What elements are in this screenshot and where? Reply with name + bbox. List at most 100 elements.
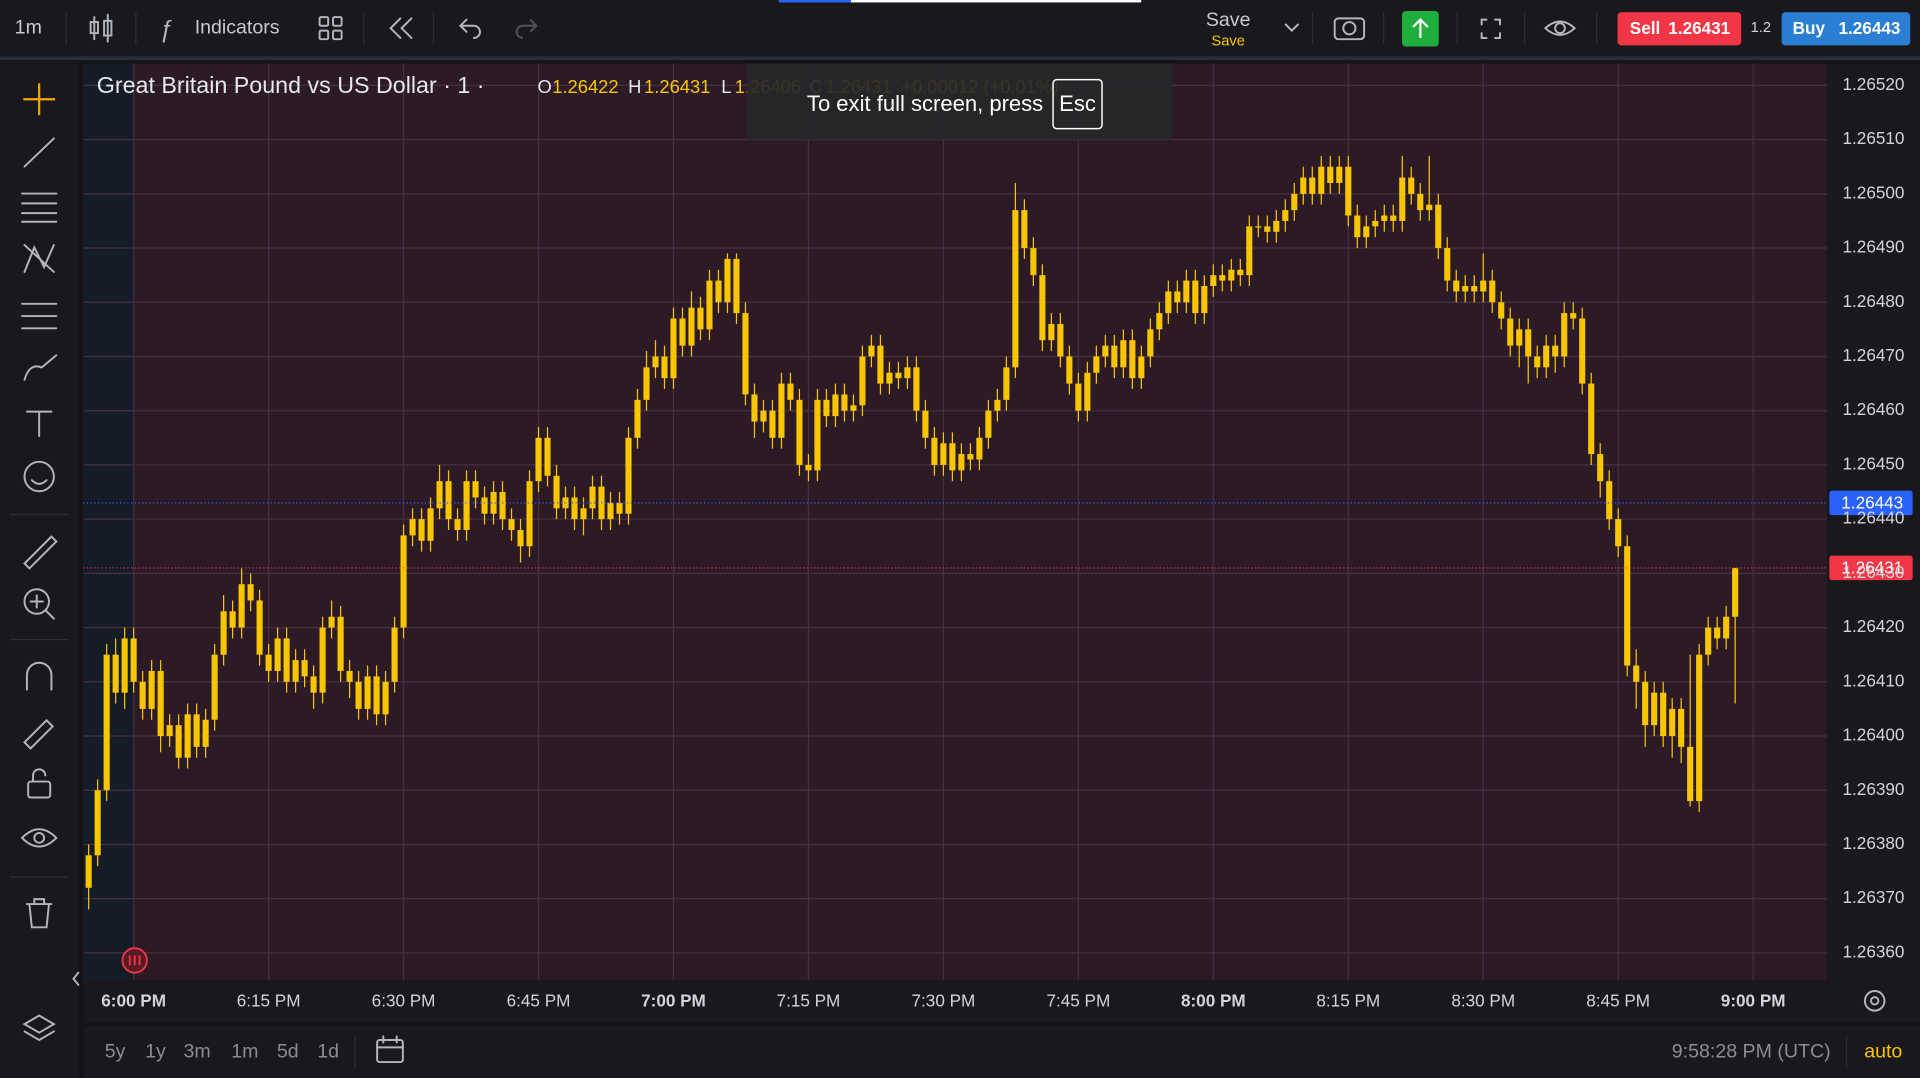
candle-body (418, 519, 425, 541)
object-tree[interactable] (22, 1014, 56, 1042)
candle-body (1390, 215, 1397, 221)
candle-body (364, 676, 371, 709)
brush-tool[interactable] (23, 354, 58, 381)
goto-date-icon[interactable] (376, 1035, 404, 1064)
candle-body (1237, 269, 1244, 276)
range-button[interactable]: 5d (277, 1040, 299, 1062)
x-tick-label: 7:00 PM (641, 991, 706, 1011)
range-button[interactable]: 5y (105, 1040, 126, 1062)
hide-tool[interactable] (20, 828, 58, 848)
candle-body (1336, 166, 1343, 183)
candle-body (571, 497, 578, 520)
replay-icon[interactable] (389, 17, 413, 39)
candle-body (589, 486, 596, 509)
candle-body (652, 356, 659, 368)
crosshair-tool[interactable] (23, 83, 56, 116)
candle-body (544, 437, 551, 476)
fullscreen-icon[interactable] (1480, 18, 1501, 39)
x-tick-label: 6:00 PM (101, 991, 166, 1011)
ruler-tool[interactable] (23, 535, 58, 570)
candle-body (1075, 383, 1082, 411)
zoom-tool[interactable] (23, 588, 55, 620)
candle-body (1444, 248, 1451, 281)
save-dropdown[interactable] (1284, 23, 1299, 33)
legend-h: H (628, 76, 641, 97)
y-tick-label: 1.26510 (1843, 128, 1905, 148)
sell-label: Sell (1630, 18, 1660, 38)
candle-body (1417, 193, 1424, 211)
y-tick-label: 1.26500 (1843, 182, 1905, 202)
candle-body (913, 367, 920, 411)
candle-body (1471, 285, 1478, 292)
candle-body (328, 616, 335, 628)
candle-body (184, 714, 191, 758)
range-button[interactable]: 1d (317, 1040, 339, 1062)
candle-body (832, 394, 839, 417)
candle-body (445, 481, 452, 520)
settings-icon[interactable] (1863, 990, 1886, 1012)
interval-button[interactable]: 1m (15, 16, 42, 38)
candle-body (1174, 291, 1181, 303)
candle-body (1129, 340, 1136, 379)
fib-tool[interactable] (21, 192, 58, 223)
range-button[interactable]: 3m (184, 1040, 211, 1062)
x-tick-label: 8:00 PM (1181, 991, 1246, 1011)
candle-body (1282, 210, 1289, 221)
y-tick-label: 1.26490 (1843, 237, 1905, 257)
save-button[interactable]: Save (1206, 9, 1251, 31)
y-tick-label: 1.26410 (1843, 670, 1905, 690)
x-tick-label: 6:45 PM (507, 991, 571, 1011)
candle-body (643, 367, 650, 400)
y-tick-label: 1.26460 (1843, 399, 1905, 419)
camera-icon[interactable] (1333, 17, 1366, 41)
y-tick-label: 1.26360 (1843, 941, 1905, 961)
chart-type-icon[interactable] (89, 13, 113, 43)
sell-button[interactable] (1617, 12, 1742, 46)
candle-body (1462, 285, 1469, 292)
collapse-toolbar[interactable] (72, 971, 80, 986)
eye-icon[interactable] (1543, 20, 1577, 36)
notice-text: To exit full screen, press (807, 91, 1043, 116)
candle-body (553, 475, 560, 509)
candle-body (1399, 177, 1406, 221)
y-tick-label: 1.26480 (1843, 291, 1905, 311)
range-button[interactable]: 1m (231, 1040, 258, 1062)
indicators-button[interactable]: Indicators (195, 16, 280, 38)
candle-body (1489, 280, 1496, 303)
x-tick-label: 8:15 PM (1316, 991, 1380, 1011)
candle-body (1093, 356, 1100, 373)
candle-body (409, 519, 416, 536)
candle-body (1651, 692, 1658, 726)
candle-body (922, 410, 929, 438)
magnet-tool[interactable] (25, 661, 53, 691)
trendline-tool[interactable] (23, 137, 55, 168)
candle-body (1615, 519, 1622, 547)
x-tick-label: 7:30 PM (912, 991, 976, 1011)
layout-icon[interactable] (318, 16, 343, 41)
candle-body (1228, 269, 1235, 281)
fx-icon[interactable]: ƒ (159, 16, 173, 43)
text-tool[interactable] (25, 410, 53, 438)
candle-body (274, 638, 281, 671)
auto-scale[interactable]: auto (1864, 1040, 1902, 1062)
candle-body (1480, 280, 1487, 292)
candle-body (1111, 345, 1118, 368)
prediction-tool[interactable] (21, 302, 58, 330)
candle-body (499, 492, 506, 520)
candle-body (1534, 356, 1541, 368)
lock-tool[interactable] (27, 768, 52, 799)
y-tick-label: 1.26430 (1843, 562, 1905, 582)
candle-body (382, 681, 389, 715)
stay-drawing-tool[interactable] (23, 718, 55, 750)
undo-icon[interactable] (459, 18, 481, 39)
delete-tool[interactable] (25, 898, 53, 929)
pattern-tool[interactable] (23, 244, 55, 273)
buy-button[interactable] (1781, 12, 1911, 46)
range-button[interactable]: 1y (145, 1040, 166, 1062)
legend-l: L (721, 76, 731, 97)
candle-body (1408, 177, 1415, 194)
candle-body (1300, 177, 1307, 194)
emoji-tool[interactable] (23, 460, 55, 493)
candle-body (1003, 367, 1010, 400)
